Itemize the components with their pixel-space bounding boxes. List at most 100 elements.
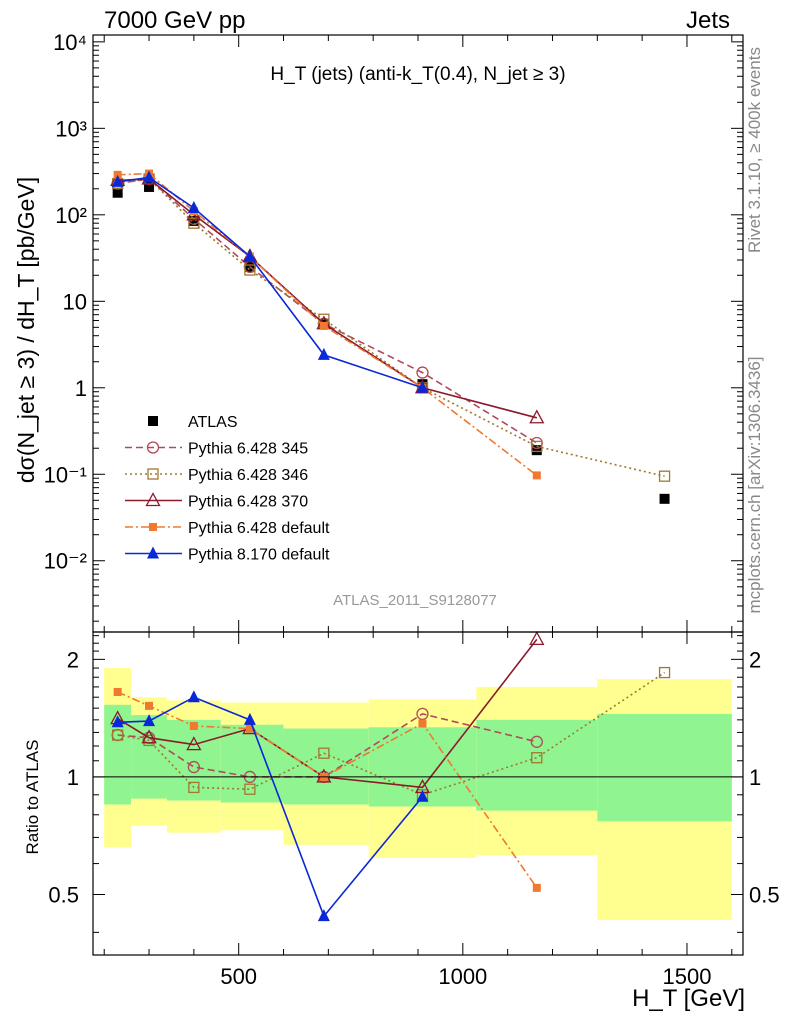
rivet-version-label: Rivet 3.1.10, ≥ 400k events [745, 47, 764, 253]
marker-point [243, 712, 256, 725]
y-tick-label: 10⁻¹ [44, 462, 87, 487]
legend-label: Pythia 6.428 346 [188, 467, 308, 484]
marker-point [318, 747, 330, 759]
legend-label: Pythia 6.428 default [188, 520, 330, 537]
marker-point [187, 760, 201, 774]
marker-point [113, 687, 122, 696]
marker-point [187, 200, 200, 213]
marker-point [186, 736, 202, 751]
marker-point [531, 440, 543, 453]
marker-point [416, 707, 429, 721]
series-pythia-8-170-default [111, 170, 429, 393]
ratio-tick-label: 0.5 [749, 883, 780, 908]
marker-point [146, 441, 160, 454]
marker-point [659, 493, 670, 504]
ratio-series-layer [110, 631, 671, 922]
marker-point [143, 170, 156, 183]
x-axis-label: H_T [GeV] [632, 985, 745, 1012]
legend-entry: Pythia 6.428 346 [125, 467, 308, 484]
marker-point [317, 347, 330, 360]
axes-layer: 500 1000 1500 10⁻² 10⁻¹ 1 10 10² 10³ 10⁴ 0.5 0.5 1 1 2… [44, 30, 780, 989]
marker-point [530, 735, 543, 748]
y-tick-label: 10⁴ [53, 30, 87, 55]
marker-point [532, 471, 541, 480]
marker-point [145, 492, 161, 507]
mcplots-reference-label: mcplots.cern.ch [arXiv:1306.3436] [745, 356, 764, 613]
marker-point [112, 187, 123, 198]
analysis-label: ATLAS_2011_S9128077 [333, 592, 497, 609]
legend-label: Pythia 6.428 345 [188, 441, 308, 458]
legend-entry: Pythia 6.428 default [125, 520, 330, 537]
marker-point [143, 714, 156, 727]
series-line [117, 696, 424, 918]
ratio-bands [104, 668, 732, 921]
series-line [117, 176, 423, 389]
marker-point [111, 174, 124, 187]
ratio-band-inner [597, 713, 732, 822]
y-tick-label: 10 [63, 289, 87, 314]
marker-point [189, 722, 198, 731]
marker-point [141, 729, 157, 744]
series-pythia-6-428-default [113, 169, 541, 480]
marker-point [244, 264, 256, 276]
ratio-y-axis-label: Ratio to ATLAS [23, 740, 42, 855]
ratio-band-inner [220, 724, 284, 803]
ratio-tick-label: 1 [67, 765, 79, 790]
ratio-band-inner [476, 719, 598, 811]
y-tick-label: 10⁻² [44, 549, 87, 574]
marker-point [188, 215, 199, 226]
marker-point [113, 170, 122, 179]
marker-point [148, 416, 158, 426]
series-pythia-6-428-370 [110, 170, 545, 424]
y-tick-label: 10² [55, 203, 87, 228]
marker-point [188, 781, 200, 794]
main-series-layer [110, 169, 671, 504]
ratio-tick-label: 0.5 [48, 883, 79, 908]
series-pythia-6-428-345 [111, 172, 543, 450]
marker-point [147, 546, 159, 559]
legend-label: Pythia 8.170 default [188, 547, 330, 564]
header-left-label: 7000 GeV pp [104, 7, 245, 34]
ratio-tick-label: 2 [67, 647, 79, 672]
marker-point [658, 470, 671, 482]
ratio-tick-label: 1 [749, 765, 761, 790]
marker-point [658, 666, 671, 679]
marker-point [416, 789, 429, 802]
marker-point [245, 724, 254, 733]
ratio-band-inner [283, 728, 369, 805]
marker-point [149, 523, 157, 531]
y-tick-label: 10³ [55, 116, 87, 141]
marker-point [111, 715, 124, 728]
marker-point [147, 468, 159, 480]
marker-point [529, 409, 545, 424]
x-tick-label: 500 [220, 964, 257, 989]
legend: ATLAS Pythia 6.428 345 Pythia 6.428 346 Pyt… [125, 414, 330, 564]
marker-point [144, 181, 155, 192]
marker-point [416, 366, 429, 379]
series-line [117, 178, 538, 444]
marker-point [244, 783, 256, 795]
marker-point [531, 445, 542, 456]
x-tick-label: 1000 [438, 964, 487, 989]
ratio-band-inner [131, 715, 167, 799]
marker-point [418, 719, 427, 728]
marker-point [112, 729, 124, 741]
series-line [117, 178, 538, 419]
series-pythia-8-170-default [111, 690, 429, 922]
legend-entry: Pythia 6.428 345 [125, 441, 308, 458]
legend-entry: Pythia 6.428 370 [125, 492, 308, 511]
marker-point [531, 752, 543, 764]
marker-point [187, 690, 200, 703]
legend-label: ATLAS [188, 414, 238, 431]
legend-label: Pythia 6.428 370 [188, 494, 308, 511]
marker-point [145, 701, 154, 710]
plot-title: H_T (jets) (anti-k_T(0.4), N_jet ≥ 3) [270, 64, 565, 85]
y-tick-label: 1 [75, 376, 87, 401]
marker-point [243, 249, 256, 262]
marker-point [532, 883, 541, 892]
marker-point [319, 321, 328, 330]
x-tick-label: 1500 [662, 964, 711, 989]
marker-point [416, 380, 429, 393]
main-plot-frame [92, 34, 744, 633]
marker-point [317, 909, 330, 922]
